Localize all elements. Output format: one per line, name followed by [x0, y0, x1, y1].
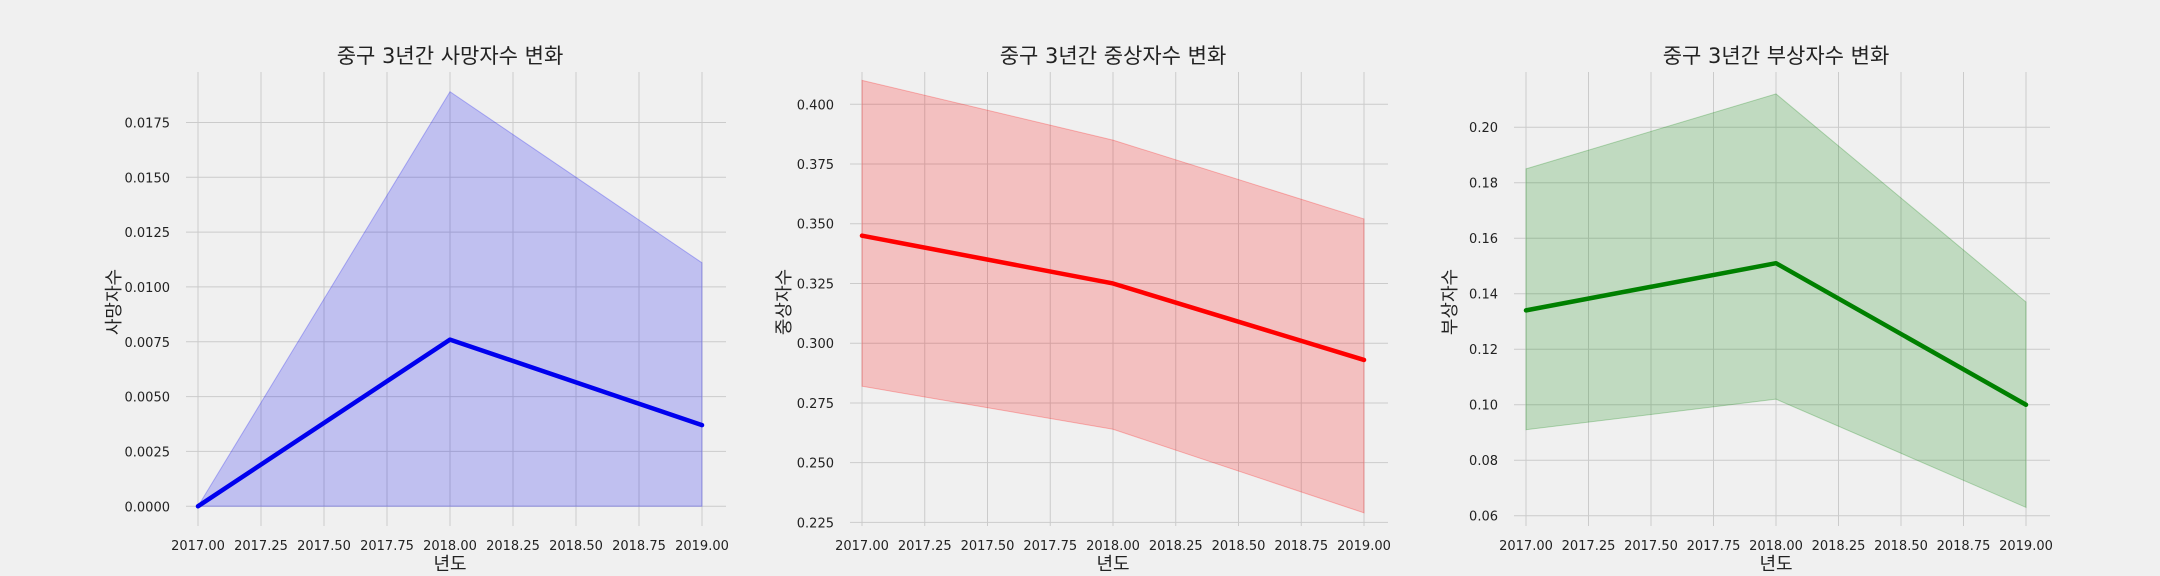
y-axis-label-minor-injuries: 부상자수 [1440, 269, 1461, 335]
y-tick-label: 0.0125 [125, 226, 171, 241]
data-point [1774, 261, 1778, 266]
x-tick-label: 2017.50 [1624, 539, 1678, 554]
chart-minor-injuries: 2017.00 2017.25 2017.50 2017.75 2018.00 2018.… [1440, 44, 2053, 575]
y-tick-label: 0.0075 [125, 336, 171, 351]
chart-deaths: 2017.00 2017.25 2017.50 2017.75 2018.00 2018.… [104, 44, 729, 575]
x-tick-label: 2018.75 [1274, 539, 1328, 554]
data-point [860, 233, 864, 238]
x-tick-label: 2017.50 [297, 539, 351, 554]
data-point [1524, 308, 1528, 313]
x-tick-label: 2018.50 [1874, 539, 1928, 554]
data-point [448, 337, 452, 342]
x-tick-label: 2018.00 [1086, 539, 1140, 554]
y-tick-label: 0.350 [797, 218, 834, 233]
x-axis-label-deaths: 년도 [433, 554, 466, 575]
data-point [1362, 357, 1366, 362]
y-tick-label: 0.10 [1469, 399, 1498, 414]
data-point [2024, 402, 2028, 407]
x-tick-label: 2017.75 [1687, 539, 1741, 554]
chart-title-deaths: 중구 3년간 사망자수 변화 [337, 44, 564, 68]
x-tick-label: 2017.25 [1562, 539, 1616, 554]
x-tick-label: 2018.75 [612, 539, 666, 554]
x-tick-label: 2018.75 [1937, 539, 1991, 554]
x-tick-label: 2017.00 [1499, 539, 1553, 554]
data-point [196, 504, 200, 509]
x-tick-label: 2017.75 [1023, 539, 1077, 554]
y-tick-label: 0.12 [1469, 343, 1498, 358]
y-tick-label: 0.400 [797, 98, 834, 113]
x-tick-label: 2017.00 [835, 539, 889, 554]
y-tick-label: 0.18 [1469, 177, 1498, 192]
y-tick-label: 0.0000 [125, 500, 171, 515]
y-tick-label: 0.225 [797, 516, 834, 531]
x-tick-label: 2018.50 [1212, 539, 1266, 554]
x-tick-label: 2019.00 [1999, 539, 2053, 554]
y-tick-label: 0.20 [1469, 121, 1498, 136]
x-axis-label-minor-injuries: 년도 [1759, 554, 1792, 575]
y-tick-label: 0.08 [1469, 454, 1498, 469]
data-point [1111, 281, 1115, 286]
y-tick-label: 0.275 [797, 397, 834, 412]
x-axis-label-serious-injuries: 년도 [1096, 554, 1129, 575]
y-tick-label: 0.375 [797, 158, 834, 173]
y-tick-label: 0.06 [1469, 510, 1498, 525]
x-tick-label: 2017.25 [234, 539, 288, 554]
y-tick-label: 0.300 [797, 337, 834, 352]
y-tick-label: 0.250 [797, 457, 834, 472]
x-tick-label: 2017.75 [360, 539, 414, 554]
y-tick-label: 0.0050 [125, 391, 171, 406]
y-tick-label: 0.0150 [125, 171, 171, 186]
x-tick-label: 2018.50 [549, 539, 603, 554]
y-tick-label: 0.0175 [125, 116, 171, 131]
x-tick-label: 2018.25 [1149, 539, 1203, 554]
x-tick-label: 2018.00 [423, 539, 477, 554]
x-tick-label: 2018.25 [1812, 539, 1866, 554]
x-tick-label: 2019.00 [1337, 539, 1391, 554]
x-tick-label: 2018.00 [1749, 539, 1803, 554]
confidence-band [197, 91, 703, 507]
y-tick-label: 0.325 [797, 277, 834, 292]
y-tick-label: 0.0100 [125, 281, 171, 296]
x-tick-label: 2018.25 [486, 539, 540, 554]
chart-title-minor-injuries: 중구 3년간 부상자수 변화 [1663, 44, 1890, 68]
y-tick-label: 0.14 [1469, 288, 1498, 303]
x-tick-label: 2017.50 [961, 539, 1015, 554]
confidence-band [1525, 93, 2027, 509]
y-tick-label: 0.0025 [125, 445, 171, 460]
chart-title-serious-injuries: 중구 3년간 중상자수 변화 [1000, 44, 1227, 68]
data-point [700, 423, 704, 428]
confidence-band [861, 79, 1365, 514]
y-axis-label-deaths: 사망자수 [104, 269, 125, 335]
chart-serious-injuries: 2017.00 2017.25 2017.50 2017.75 2018.00 2018.… [774, 44, 1391, 575]
y-axis-label-serious-injuries: 중상자수 [774, 269, 795, 335]
x-tick-label: 2019.00 [675, 539, 729, 554]
x-tick-label: 2017.25 [898, 539, 952, 554]
x-tick-label: 2017.00 [171, 539, 225, 554]
y-tick-label: 0.16 [1469, 232, 1498, 247]
